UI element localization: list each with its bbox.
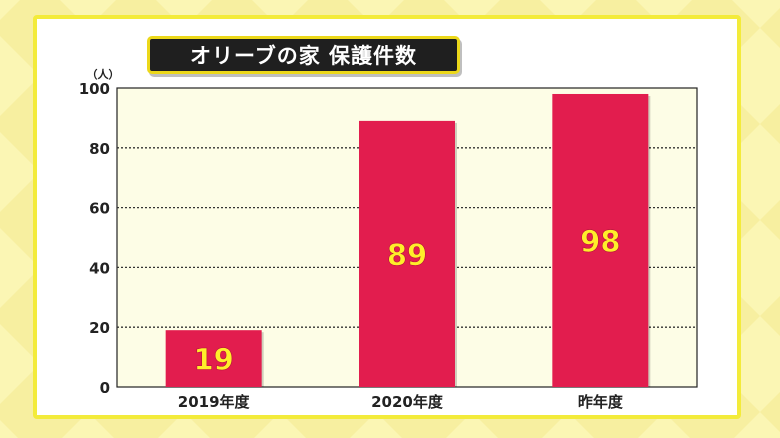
bar-value-label: 89 [387,238,427,272]
bar-value-label: 98 [580,224,620,258]
x-category-label: 昨年度 [578,393,624,411]
bar [165,330,262,387]
y-tick-label: 80 [89,140,110,158]
y-tick-label: 100 [79,80,110,98]
bar [359,120,455,387]
chart-title-box: オリーブの家 保護件数 [147,36,460,74]
x-category-label: 2019年度 [178,393,251,411]
y-tick-label: 20 [89,319,110,337]
chart-title: オリーブの家 保護件数 [189,44,418,68]
bar-value-label: 19 [193,343,233,377]
x-category-label: 2020年度 [371,393,444,411]
bar [552,93,649,387]
y-axis-ticks: 0 20 40 60 80 100 [79,80,110,397]
y-axis-unit-label: （人） [87,67,120,81]
x-axis-labels: 2019年度 2020年度 昨年度 [178,393,624,411]
y-tick-label: 60 [89,200,110,218]
bars: 19 89 98 [165,93,651,387]
y-tick-label: 0 [100,379,110,397]
y-tick-label: 40 [89,259,110,277]
